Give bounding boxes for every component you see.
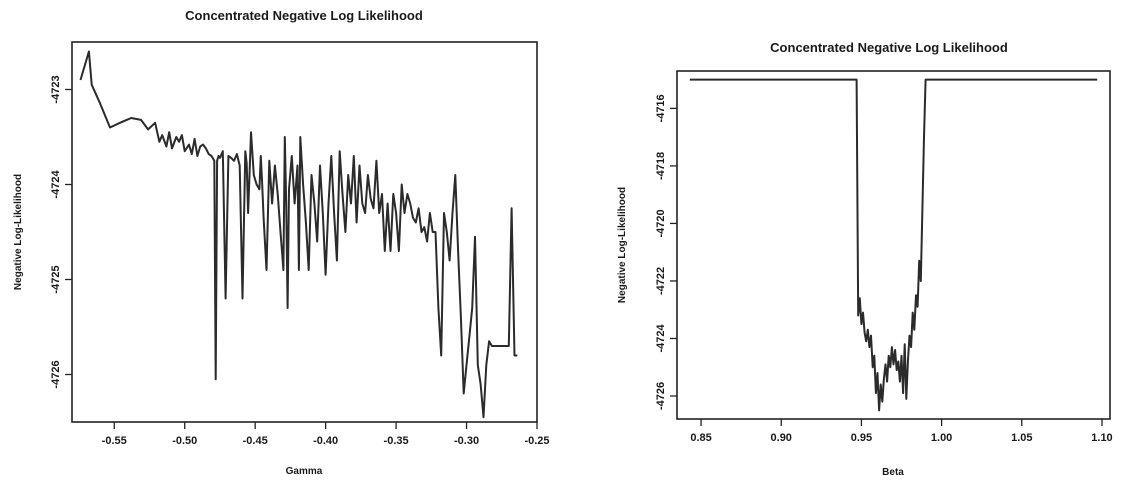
- x-tick-label: -0.35: [384, 435, 409, 447]
- plot-area: [81, 52, 518, 418]
- x-axis-label: Gamma: [286, 466, 323, 477]
- x-tick-label: -0.30: [454, 435, 479, 447]
- y-tick-label: -4724: [50, 170, 62, 199]
- chart-gamma: Concentrated Negative Log Likelihood -0.…: [13, 8, 550, 477]
- y-tick-label: -4722: [655, 267, 667, 295]
- chart-title: Concentrated Negative Log Likelihood: [185, 8, 423, 23]
- x-tick-label: -0.50: [172, 435, 197, 447]
- x-axis-label: Beta: [882, 467, 904, 478]
- y-tick-label: -4726: [655, 382, 667, 410]
- y-tick-label: -4724: [655, 324, 667, 353]
- x-tick-label: 1.10: [1091, 432, 1112, 444]
- y-tick-label: -4726: [50, 360, 62, 388]
- x-tick-label: 0.90: [771, 432, 792, 444]
- y-tick-label: -4716: [655, 94, 667, 122]
- y-tick-label: -4725: [50, 265, 62, 293]
- plot-frame: [677, 71, 1110, 419]
- series-line: [690, 80, 1097, 411]
- series-line: [81, 52, 518, 418]
- x-tick-label: 0.85: [690, 432, 711, 444]
- x-tick-label: -0.55: [102, 435, 127, 447]
- x-tick-label: -0.25: [524, 435, 549, 447]
- y-axis-label: Negative Log-Likelihood: [617, 187, 628, 303]
- x-tick-label: 1.05: [1011, 432, 1032, 444]
- chart-beta: Concentrated Negative Log Likelihood 0.8…: [617, 40, 1113, 478]
- y-tick-label: -4723: [50, 75, 62, 103]
- plot-area: [690, 80, 1097, 411]
- y-tick-label: -4718: [655, 152, 667, 180]
- x-tick-label: -0.40: [313, 435, 338, 447]
- y-axis-label: Negative Log-Likelihood: [13, 174, 24, 290]
- x-tick-label: -0.45: [243, 435, 268, 447]
- x-tick-label: 1.00: [931, 432, 952, 444]
- y-axis: -4723 -4724 -4725 -4726: [50, 75, 72, 388]
- x-axis: -0.55 -0.50 -0.45 -0.40 -0.35 -0.30 -0.25: [102, 422, 550, 447]
- x-tick-label: 0.95: [851, 432, 872, 444]
- x-axis: 0.85 0.90 0.95 1.00 1.05 1.10: [690, 419, 1112, 444]
- y-tick-label: -4720: [655, 209, 667, 237]
- chart-title: Concentrated Negative Log Likelihood: [770, 40, 1008, 55]
- y-axis: -4716 -4718 -4720 -4722 -4724 -4726: [655, 94, 677, 410]
